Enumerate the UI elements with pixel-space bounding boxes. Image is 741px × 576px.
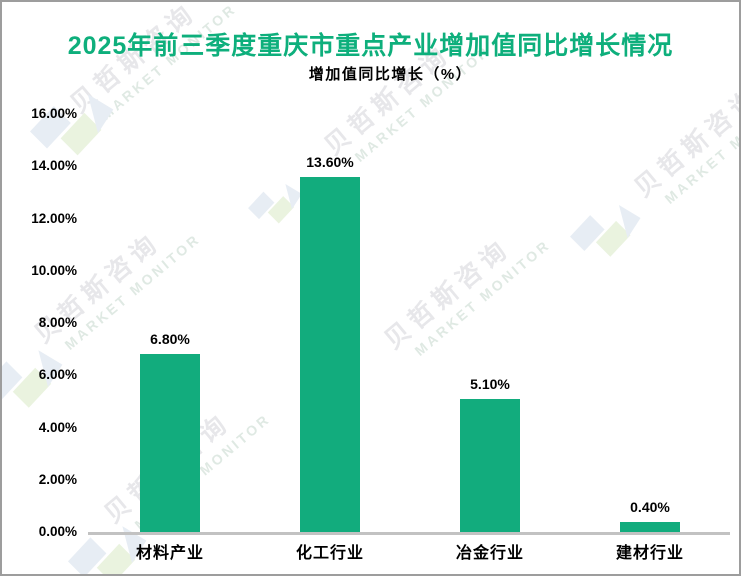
bar-value-label: 5.10% xyxy=(470,375,510,392)
bar-value-label: 6.80% xyxy=(150,331,190,348)
y-axis-tick-label: 10.00% xyxy=(31,262,77,278)
bar-value-label: 0.40% xyxy=(630,498,670,515)
x-axis-category-label: 化工行业 xyxy=(295,545,364,562)
bar-value-label: 13.60% xyxy=(306,153,354,170)
x-axis-line xyxy=(88,532,730,535)
y-axis-tick-label: 8.00% xyxy=(38,315,77,330)
bar-冶金行业 xyxy=(460,398,520,532)
bar-建材行业 xyxy=(620,521,680,532)
y-axis-tick-label: 12.00% xyxy=(31,210,77,226)
y-axis-tick-label: 0.00% xyxy=(38,524,77,539)
y-axis-tick-label: 4.00% xyxy=(38,419,77,435)
bar-化工行业 xyxy=(300,176,360,532)
y-axis-tick-label: 16.00% xyxy=(31,106,77,121)
chart-subtitle: 增加值同比增长（%） xyxy=(308,66,473,83)
y-axis-tick-label: 6.00% xyxy=(38,367,77,383)
chart-title: 2025年前三季度重庆市重点产业增加值同比增长情况 xyxy=(67,32,674,60)
bar-材料产业 xyxy=(140,354,200,532)
x-axis-category-label: 建材行业 xyxy=(615,545,684,562)
y-axis-tick-label: 14.00% xyxy=(31,158,77,174)
x-axis-category-label: 冶金行业 xyxy=(455,545,524,562)
y-axis-tick-label: 2.00% xyxy=(38,471,77,487)
x-axis-category-label: 材料产业 xyxy=(135,545,204,562)
